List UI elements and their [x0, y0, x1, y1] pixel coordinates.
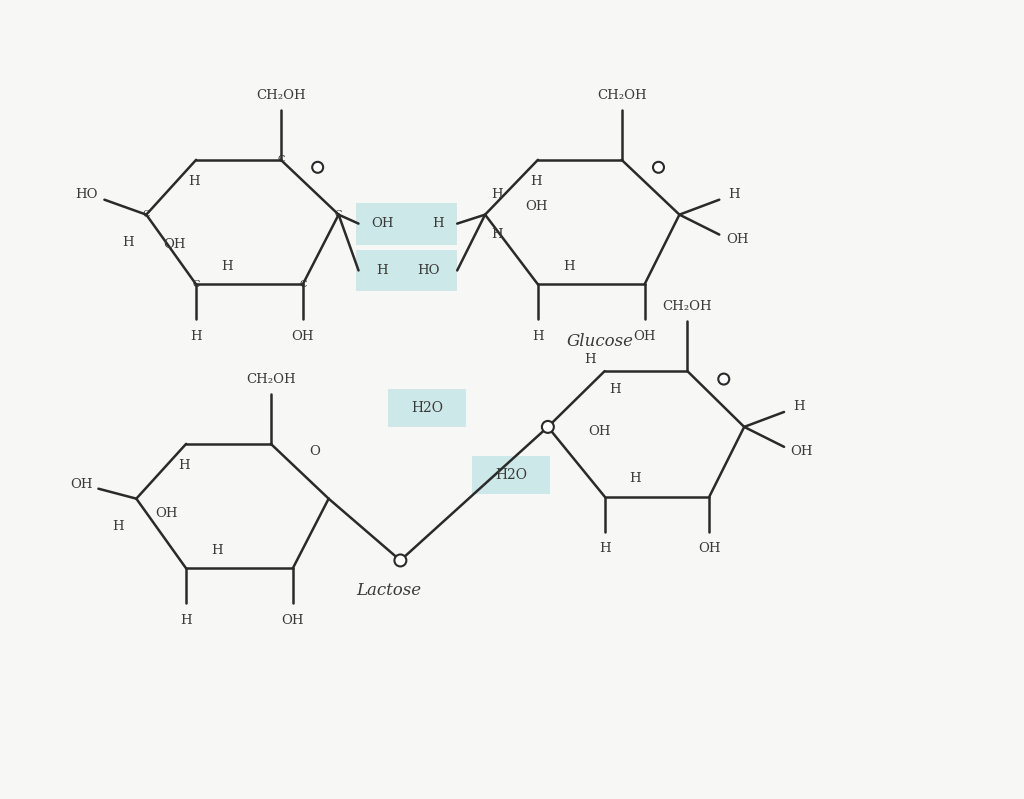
Text: H: H	[221, 260, 233, 273]
Text: OH: OH	[698, 542, 721, 555]
Text: H: H	[492, 189, 503, 201]
Text: H: H	[794, 400, 805, 413]
Text: H: H	[492, 228, 503, 241]
Text: C: C	[299, 280, 306, 289]
Text: H2O: H2O	[412, 401, 443, 415]
Text: OH: OH	[292, 330, 314, 343]
Circle shape	[542, 421, 554, 433]
Text: H2O: H2O	[495, 467, 527, 482]
Text: C: C	[278, 155, 285, 165]
Circle shape	[394, 555, 407, 566]
Text: H: H	[190, 330, 202, 343]
Bar	[355, 249, 457, 292]
Text: H: H	[188, 175, 200, 189]
Text: H: H	[630, 472, 641, 485]
Circle shape	[718, 374, 729, 384]
Text: H: H	[212, 544, 223, 557]
Bar	[472, 455, 550, 494]
Circle shape	[653, 162, 664, 173]
Text: OH: OH	[163, 238, 185, 251]
Text: C: C	[142, 210, 150, 219]
Circle shape	[312, 162, 324, 173]
Text: H: H	[609, 383, 621, 396]
Text: OH: OH	[589, 425, 611, 439]
Text: OH: OH	[791, 445, 813, 459]
Text: CH₂OH: CH₂OH	[256, 89, 305, 101]
Text: H: H	[432, 217, 444, 230]
Text: H: H	[113, 520, 124, 533]
Text: OH: OH	[282, 614, 304, 626]
Text: CH₂OH: CH₂OH	[597, 89, 646, 101]
Text: HO: HO	[75, 189, 97, 201]
Text: H: H	[563, 260, 575, 273]
Text: CH₂OH: CH₂OH	[246, 372, 296, 386]
Text: C: C	[335, 210, 342, 219]
Text: H: H	[584, 352, 596, 366]
Text: H: H	[532, 330, 544, 343]
Text: C: C	[193, 280, 200, 289]
Text: Glucose: Glucose	[566, 332, 633, 350]
Text: O: O	[309, 445, 321, 458]
Text: H: H	[728, 189, 740, 201]
Bar	[355, 203, 457, 244]
Text: OH: OH	[633, 330, 655, 343]
Text: HO: HO	[417, 264, 439, 277]
Bar	[388, 389, 466, 427]
Text: H: H	[599, 542, 610, 555]
Text: H: H	[530, 175, 542, 189]
Text: OH: OH	[155, 507, 177, 520]
Text: Lactose: Lactose	[356, 582, 421, 598]
Text: H: H	[178, 459, 190, 472]
Text: CH₂OH: CH₂OH	[663, 300, 713, 313]
Text: H: H	[123, 236, 134, 249]
Text: H: H	[377, 264, 388, 277]
Text: OH: OH	[372, 217, 393, 230]
Text: OH: OH	[525, 201, 548, 213]
Text: OH: OH	[726, 233, 749, 246]
Text: OH: OH	[71, 479, 93, 491]
Text: H: H	[180, 614, 191, 626]
